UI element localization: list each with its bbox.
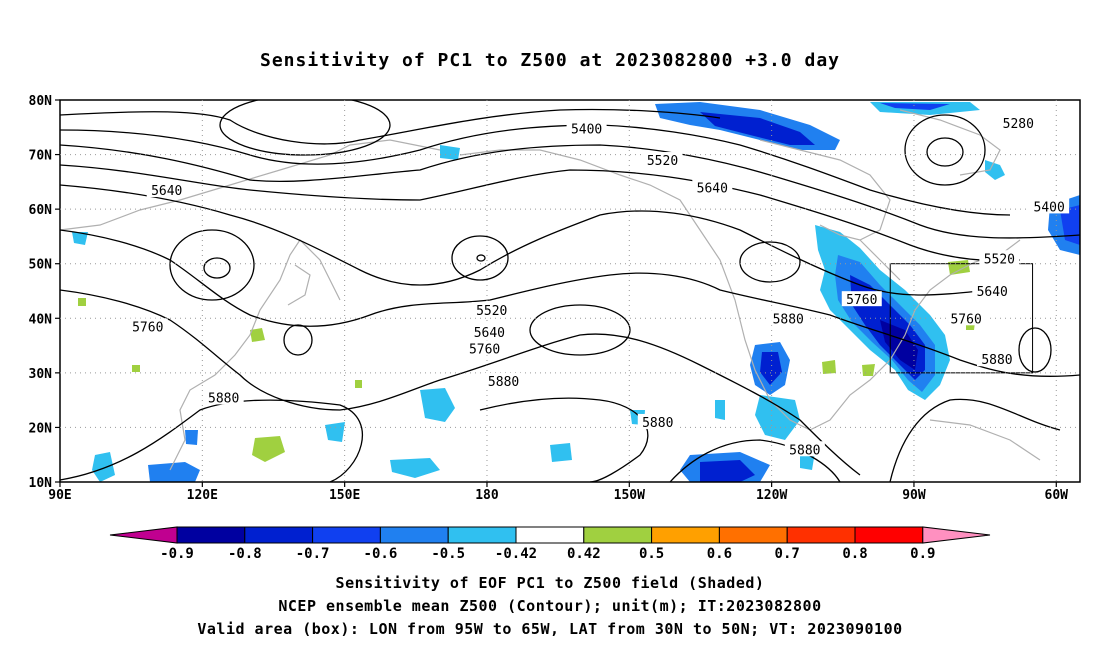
lon-label: 120E: [187, 488, 218, 503]
contour-label-bg: [483, 373, 524, 389]
contour-label: 5400: [1034, 200, 1065, 215]
lat-label: 70N: [29, 149, 53, 164]
lon-label: 90E: [48, 488, 71, 503]
lat-label: 10N: [29, 476, 53, 491]
colorbar-label: -0.8: [228, 546, 262, 562]
contour-label-bg: [1029, 198, 1070, 214]
contour-label: 5760: [469, 342, 500, 357]
caption-shaded: Sensitivity of EOF PC1 to Z500 field (Sh…: [335, 574, 765, 592]
contour-label: 5640: [977, 285, 1008, 300]
contour-label-bg: [637, 413, 678, 429]
lon-label: 60W: [1045, 488, 1069, 503]
colorbar-swatch: [854, 526, 924, 544]
colorbar-label: -0.9: [160, 546, 194, 562]
contour-label: 5280: [1003, 117, 1034, 132]
contour-label-bg: [946, 310, 987, 326]
contour-label-bg: [642, 152, 683, 168]
contour-label-bg: [146, 182, 187, 198]
colorbar-swatch: [786, 526, 856, 544]
colorbar-label: -0.5: [431, 546, 465, 562]
contour-label-bg: [203, 389, 244, 405]
lat-label: 40N: [29, 312, 53, 327]
map-title: Sensitivity of PC1 to Z500 at 2023082800…: [259, 50, 840, 71]
colorbar-label: 0.5: [639, 546, 664, 562]
colorbar-lower-arrow: [109, 526, 178, 544]
colorbar-label: -0.42: [495, 546, 537, 562]
colorbar-label: 0.42: [567, 546, 601, 562]
caption-contour: NCEP ensemble mean Z500 (Contour); unit(…: [278, 597, 822, 615]
colorbar-swatch: [718, 526, 788, 544]
colorbar-label: 0.9: [910, 546, 935, 562]
lon-label: 90W: [902, 488, 926, 503]
lat-label: 30N: [29, 367, 53, 382]
contour-label: 5880: [642, 416, 673, 431]
contour-label: 5640: [151, 184, 182, 199]
contour-label: 5880: [208, 391, 239, 406]
contour-label-bg: [979, 250, 1020, 266]
contour-label-bg: [972, 283, 1013, 298]
contour-labels: 5400 528055205640564054005520552056405760…: [127, 114, 1070, 458]
colorbar-label: 0.6: [707, 546, 732, 562]
lat-label: 20N: [29, 421, 53, 436]
colorbar-swatch: [244, 526, 314, 544]
contour-label-bg: [841, 291, 882, 307]
lat-label: 50N: [29, 258, 53, 273]
colorbar-label: 0.7: [775, 546, 800, 562]
lon-label: 180: [475, 488, 499, 503]
colorbar-swatch: [312, 526, 381, 544]
gridlines: [60, 100, 1080, 482]
contour-label: 5520: [647, 154, 678, 169]
contour-label: 5880: [789, 443, 820, 458]
plot-frame: [59, 99, 1081, 483]
colorbar-swatch: [379, 526, 449, 544]
contour-label: 5880: [488, 375, 519, 390]
contour-label-bg: [464, 340, 505, 356]
colorbar-swatch: [447, 526, 517, 544]
contour-label: 5520: [476, 304, 507, 319]
colorbar-swatch: [515, 526, 585, 544]
contour-label-bg: [768, 310, 809, 326]
colorbar-swatch: [583, 526, 653, 544]
contour-label-bg: [471, 302, 512, 318]
colorbar-label: -0.6: [364, 546, 398, 562]
colorbar-swatch: [176, 526, 246, 544]
lat-label: 80N: [29, 94, 53, 109]
contour-label-bg: [784, 441, 825, 457]
colorbar-swatch: [651, 526, 720, 544]
contour-label: 5640: [474, 326, 505, 341]
contour-label: 5760: [950, 312, 981, 327]
contour-label-bg: [469, 323, 510, 339]
colorbar-label: -0.7: [296, 546, 330, 562]
contour-label: 5640: [697, 181, 728, 196]
contour-label-bg: [127, 318, 168, 334]
colorbar-upper-arrow: [922, 526, 991, 544]
contour-label: 5880: [981, 353, 1012, 368]
contour-label-bg: [976, 351, 1017, 367]
contour-label-bg: [998, 114, 1039, 130]
shaded-sensitivity: [72, 102, 1080, 482]
contour-label-bg: [692, 179, 733, 195]
contour-label: 5760: [132, 320, 163, 335]
contour-label: 5760: [846, 293, 877, 308]
lon-label: 150E: [329, 488, 360, 503]
caption-valid-area: Valid area (box): LON from 95W to 65W, L…: [197, 620, 903, 638]
contour-label-bg: [566, 120, 607, 136]
lat-label: 60N: [29, 203, 53, 218]
colorbar-label: 0.8: [842, 546, 867, 562]
contour-label: 5520: [984, 252, 1015, 267]
lon-label: 120W: [756, 488, 787, 503]
colorbar: -0.9 -0.8 -0.7 -0.6 -0.5 -0.42 0.42 0.5 0.6 0.7 0.…: [109, 526, 991, 562]
lon-label: 150W: [614, 488, 645, 503]
contour-label: 5880: [773, 312, 804, 327]
z500-contours: [60, 100, 1080, 482]
contour-label: 5400: [571, 122, 602, 137]
